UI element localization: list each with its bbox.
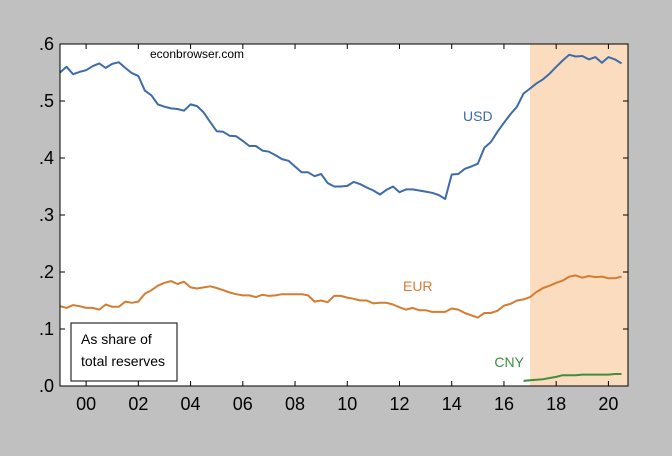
series-line-cny xyxy=(523,373,622,382)
x-tick-label: 06 xyxy=(233,394,253,414)
series-label-usd: USD xyxy=(463,108,493,124)
x-tick-label: 14 xyxy=(442,394,462,414)
series-label-cny: CNY xyxy=(494,354,524,370)
series-layer xyxy=(59,53,623,382)
x-tick-label: 02 xyxy=(128,394,148,414)
y-tick-label: .4 xyxy=(39,148,54,168)
y-tick-label: .6 xyxy=(39,34,54,54)
source-label: econbrowser.com xyxy=(150,47,244,61)
x-tick-label: 10 xyxy=(337,394,357,414)
shaded-region xyxy=(530,44,628,386)
x-tick-label: 18 xyxy=(546,394,566,414)
note-box xyxy=(70,322,178,382)
series-line-eur xyxy=(59,274,622,319)
x-tick-label: 20 xyxy=(598,394,618,414)
series-label-eur: EUR xyxy=(403,278,433,294)
series-label-layer: USD EUR CNY xyxy=(403,108,525,370)
y-tick-label: .2 xyxy=(39,262,54,282)
axis-layer: .0 .1 .2 .3 .4 .5 .6 00 02 04 06 08 10 12 14 16 18 20 xyxy=(39,34,628,414)
note-line-1: As share of xyxy=(81,331,152,347)
y-tick-label: .0 xyxy=(39,376,54,396)
x-tick-label: 08 xyxy=(285,394,305,414)
series-line-usd xyxy=(59,53,623,200)
y-tick-label: .3 xyxy=(39,205,54,225)
note-line-2: total reserves xyxy=(81,353,165,369)
x-tick-label: 00 xyxy=(76,394,96,414)
y-tick-label: .1 xyxy=(39,319,54,339)
y-tick-label: .5 xyxy=(39,91,54,111)
x-tick-label: 12 xyxy=(389,394,409,414)
x-tick-label: 16 xyxy=(494,394,514,414)
x-tick-label: 04 xyxy=(181,394,201,414)
